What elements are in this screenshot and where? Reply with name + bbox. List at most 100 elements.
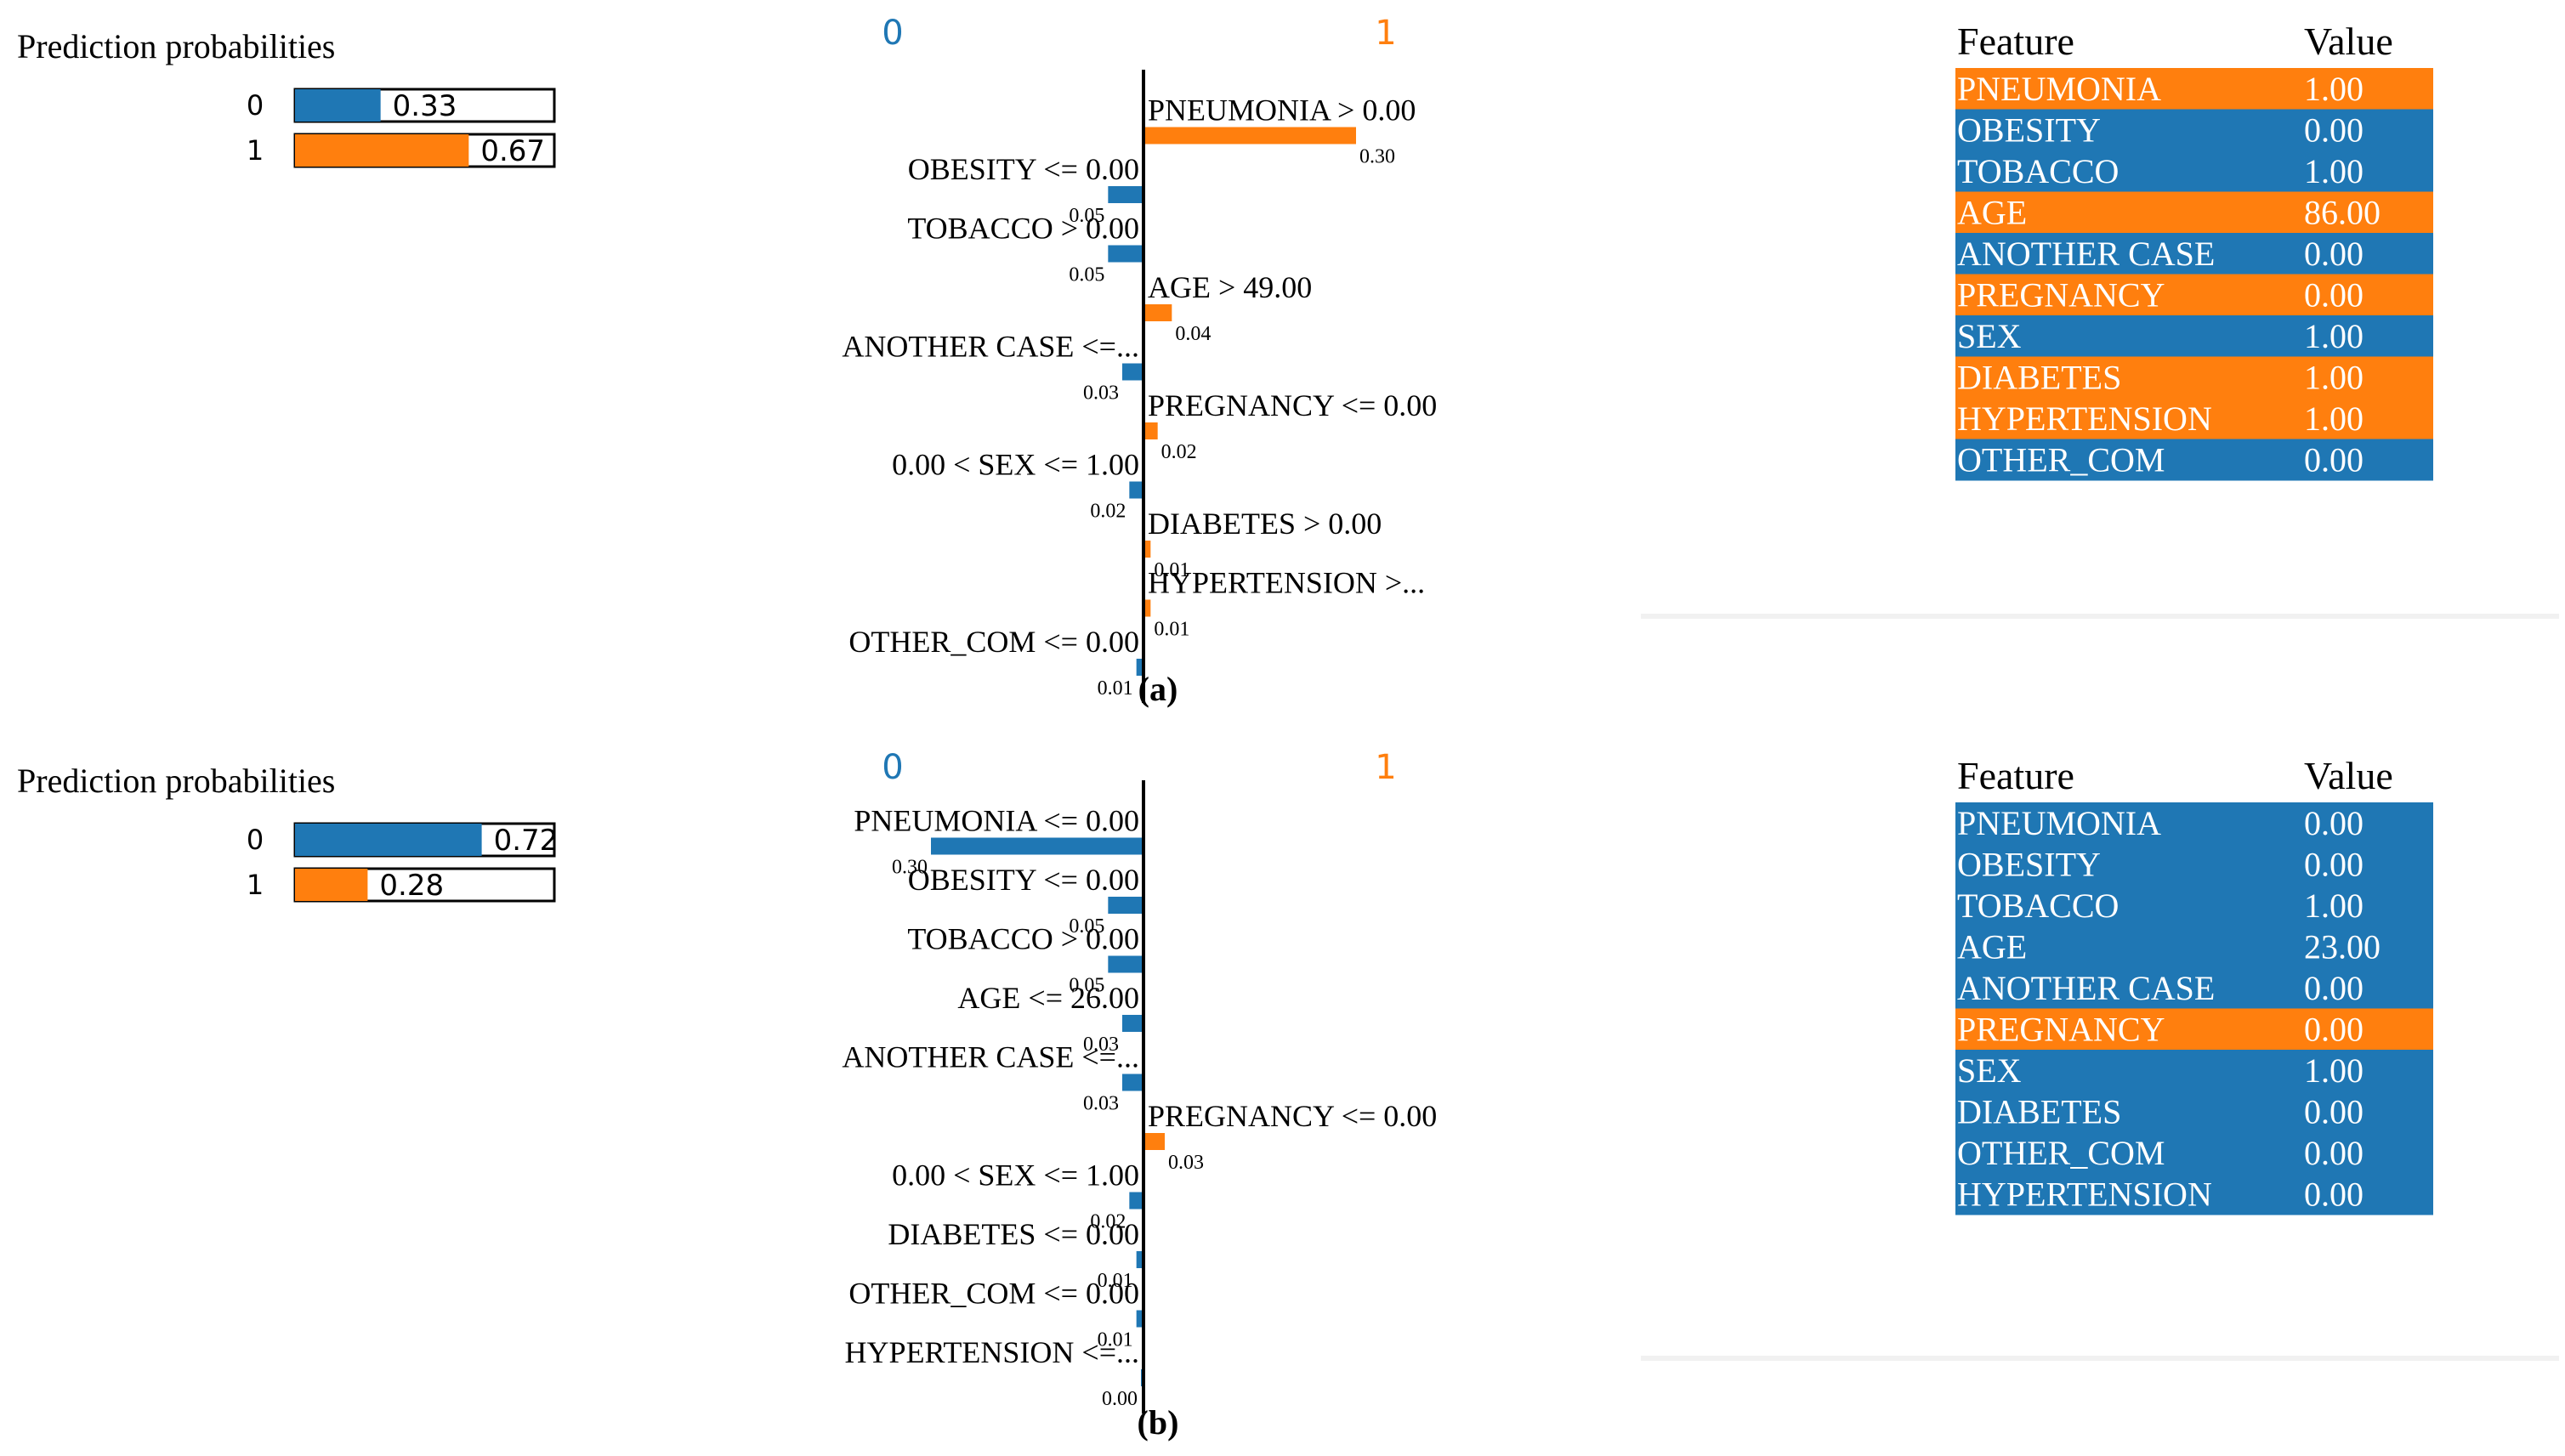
contribution-bar	[1122, 1074, 1143, 1091]
table-cell-value: 1.00	[2304, 359, 2364, 397]
table-cell-feature: PNEUMONIA	[1957, 804, 2161, 842]
prediction-probabilities-title: Prediction probabilities	[17, 762, 335, 800]
contribution-bar	[1143, 127, 1356, 144]
table-cell-feature: ANOTHER CASE	[1957, 969, 2215, 1007]
table-cell-feature: ANOTHER CASE	[1957, 235, 2215, 273]
table-cell-feature: HYPERTENSION	[1957, 1176, 2212, 1214]
table-cell-value: 0.00	[2304, 804, 2364, 842]
contribution-bar	[1143, 541, 1151, 558]
contribution-value-label: 0.04	[1175, 323, 1211, 345]
table-cell-value: 1.00	[2304, 317, 2364, 355]
feature-condition-label: AGE <= 26.00	[957, 981, 1139, 1015]
feature-condition-label: 0.00 < SEX <= 1.00	[892, 1159, 1139, 1193]
contribution-bar	[1129, 1192, 1143, 1210]
table-cell-value: 1.00	[2304, 887, 2364, 925]
table-cell-feature: DIABETES	[1957, 1093, 2121, 1131]
prob-value-label: 0.67	[480, 134, 545, 168]
feature-condition-label: ANOTHER CASE <=...	[842, 1040, 1139, 1074]
feature-condition-label: AGE > 49.00	[1148, 270, 1312, 304]
contribution-bar	[1143, 304, 1172, 321]
table-row-background	[1955, 843, 2433, 886]
table-cell-feature: OBESITY	[1957, 846, 2101, 884]
prob-bar	[295, 824, 482, 856]
feature-condition-label: OTHER_COM <= 0.00	[848, 625, 1139, 659]
feature-condition-label: DIABETES <= 0.00	[888, 1217, 1139, 1251]
table-cell-feature: SEX	[1957, 317, 2022, 355]
table-cell-feature: PREGNANCY	[1957, 1011, 2165, 1049]
table-cell-feature: DIABETES	[1957, 359, 2121, 397]
table-cell-feature: AGE	[1957, 928, 2027, 966]
prob-value-label: 0.28	[379, 869, 444, 903]
contribution-bar	[1108, 897, 1143, 914]
contribution-value-label: 0.03	[1083, 1093, 1119, 1115]
table-cell-value: 0.00	[2304, 846, 2364, 884]
contribution-value-label: 0.05	[1069, 915, 1104, 938]
table-row-background	[1955, 1008, 2433, 1051]
table-cell-feature: PREGNANCY	[1957, 276, 2165, 314]
class-0-header: 0	[882, 748, 903, 787]
prob-class-label: 1	[247, 869, 264, 901]
table-cell-value: 1.00	[2304, 152, 2364, 190]
table-cell-value: 0.00	[2304, 1011, 2364, 1049]
contribution-value-label: 0.00	[1102, 1388, 1138, 1410]
table-row-background	[1955, 439, 2433, 481]
contribution-bar	[1108, 245, 1143, 263]
prob-value-label: 0.33	[393, 89, 457, 123]
table-row-background	[1955, 233, 2433, 275]
contribution-value-label: 0.02	[1161, 441, 1197, 463]
table-cell-value: 86.00	[2304, 194, 2381, 232]
feature-condition-label: HYPERTENSION >...	[1148, 566, 1425, 600]
table-cell-value: 0.00	[2304, 276, 2364, 314]
prediction-probabilities-title: Prediction probabilities	[17, 27, 335, 65]
contribution-value-label: 0.05	[1069, 264, 1104, 286]
table-row-background	[1955, 191, 2433, 234]
table-cell-value: 0.00	[2304, 969, 2364, 1007]
feature-condition-label: TOBACCO > 0.00	[907, 212, 1139, 246]
feature-condition-label: PREGNANCY <= 0.00	[1148, 1099, 1437, 1133]
prob-bar	[295, 134, 469, 167]
table-row-background	[1955, 926, 2433, 968]
prob-bar	[295, 869, 368, 901]
panel-a: Prediction probabilities 0 0.33 1 0.67 0 1 PNEU…	[17, 14, 2559, 708]
table-cell-value: 1.00	[2304, 1051, 2364, 1090]
contribution-bar	[1143, 422, 1158, 439]
contribution-bar	[1143, 1133, 1165, 1150]
contribution-value-label: 0.03	[1168, 1152, 1204, 1174]
table-row-background	[1955, 1050, 2433, 1091]
table-header-feature: Feature	[1957, 754, 2074, 797]
contribution-bar	[1136, 1251, 1143, 1268]
table-cell-feature: TOBACCO	[1957, 152, 2119, 190]
feature-condition-label: PNEUMONIA > 0.00	[1148, 93, 1416, 127]
feature-condition-label: PREGNANCY <= 0.00	[1148, 388, 1437, 422]
table-cell-value: 0.00	[2304, 1134, 2364, 1172]
table-cell-value: 1.00	[2304, 70, 2364, 108]
contribution-value-label: 0.01	[1098, 677, 1133, 700]
feature-condition-label: HYPERTENSION <=...	[845, 1335, 1139, 1369]
class-1-header: 1	[1375, 14, 1396, 53]
feature-condition-label: 0.00 < SEX <= 1.00	[892, 448, 1139, 482]
table-cell-feature: SEX	[1957, 1051, 2022, 1090]
table-row-background	[1955, 967, 2433, 1009]
contribution-value-label: 0.01	[1154, 559, 1189, 581]
contribution-bar	[1129, 481, 1143, 499]
table-row-background	[1955, 68, 2433, 110]
contribution-value-label: 0.05	[1069, 975, 1104, 997]
prob-class-label: 0	[247, 89, 264, 122]
table-header-value: Value	[2304, 754, 2393, 797]
feature-condition-label: OBESITY <= 0.00	[908, 863, 1139, 897]
panel-b: Prediction probabilities 0 0.72 1 0.28 0 1 PNEU…	[17, 748, 2559, 1442]
contribution-value-label: 0.03	[1083, 1034, 1119, 1056]
prob-bar	[295, 89, 381, 122]
table-cell-feature: TOBACCO	[1957, 887, 2119, 925]
prob-class-label: 0	[247, 824, 264, 856]
table-cell-feature: OTHER_COM	[1957, 1134, 2165, 1172]
table-cell-value: 0.00	[2304, 235, 2364, 273]
table-row-background	[1955, 1173, 2433, 1215]
contribution-bar	[931, 837, 1143, 855]
class-1-header: 1	[1375, 748, 1396, 787]
table-cell-feature: OTHER_COM	[1957, 441, 2165, 479]
feature-condition-label: DIABETES > 0.00	[1148, 507, 1382, 541]
table-cell-feature: PNEUMONIA	[1957, 70, 2161, 108]
feature-condition-label: ANOTHER CASE <=...	[842, 330, 1139, 364]
table-row-background	[1955, 1091, 2433, 1133]
